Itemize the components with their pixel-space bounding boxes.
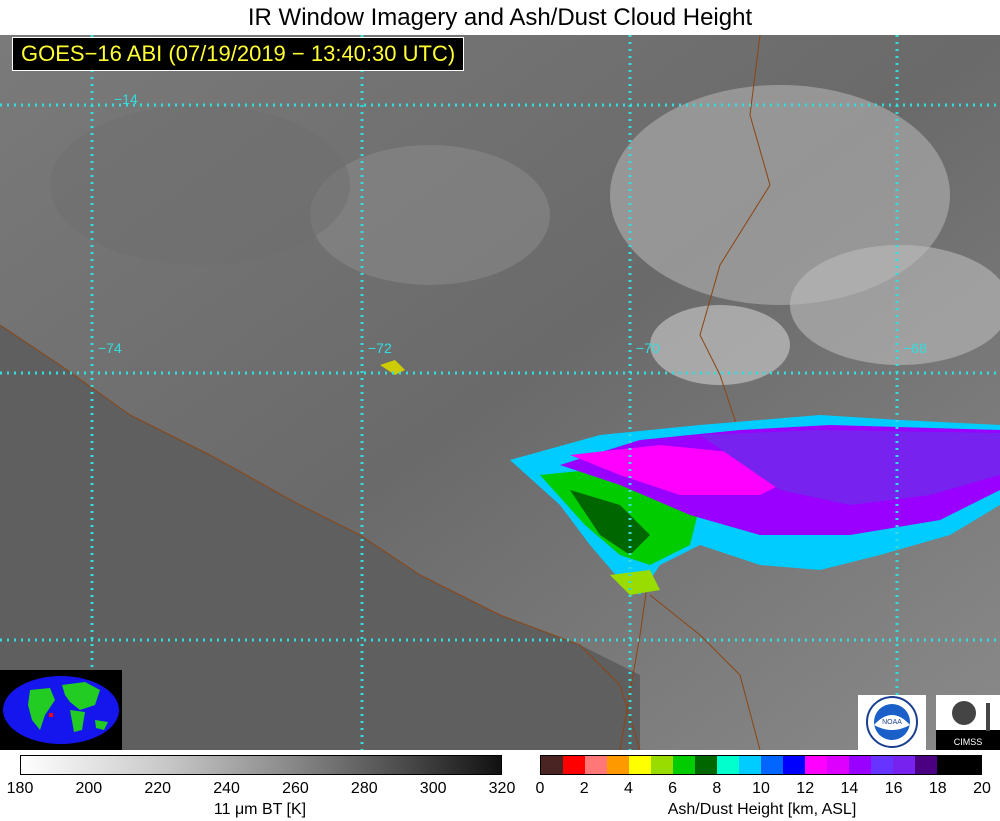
ash-tick-label: 0: [535, 780, 545, 797]
cimss-logo: CIMSS: [936, 695, 1000, 750]
cloud-patch: [50, 105, 350, 265]
ash-colorbar-label: Ash/Dust Height [km, ASL]: [667, 801, 857, 818]
bt-tick-label: 260: [282, 780, 309, 797]
ash-color-segment: [673, 756, 695, 774]
ash-tick-label: 4: [623, 780, 633, 797]
ash-color-segment: [563, 756, 585, 774]
cloud-patch: [650, 305, 790, 385]
ash-color-segment: [585, 756, 607, 774]
ash-tick-label: 18: [928, 780, 947, 797]
bt-colorbar-label: 11 μm BT [K]: [213, 801, 307, 818]
ash-tick-label: 12: [796, 780, 815, 797]
noaa-logo: NOAA: [858, 695, 926, 750]
cloud-patch: [310, 145, 550, 285]
ash-tick-label: 16: [884, 780, 903, 797]
ash-tick-label: 10: [752, 780, 770, 797]
coastline: [0, 324, 641, 750]
ash-color-segment: [849, 756, 871, 774]
border-line: [649, 594, 761, 750]
ash-color-segment: [959, 756, 981, 774]
ash-color-segment: [629, 756, 651, 774]
ash-color-segment: [607, 756, 629, 774]
lon-label: −70: [636, 340, 660, 356]
ash-color-segment: [541, 756, 563, 774]
ash-color-segment: [827, 756, 849, 774]
ocean-region: [0, 325, 640, 750]
svg-text:NOAA: NOAA: [882, 719, 902, 726]
ash-color-segment: [717, 756, 739, 774]
timestamp-label: GOES−16 ABI (07/19/2019 − 13:40:30 UTC): [12, 37, 465, 71]
lat-lon-grid: [0, 35, 1000, 750]
ash-tick-label: 2: [579, 780, 589, 797]
bt-tick-label: 200: [75, 780, 103, 797]
svg-text:CIMSS: CIMSS: [954, 737, 983, 747]
ash-height-colorbar: [540, 755, 982, 775]
ash-color-segment: [805, 756, 827, 774]
lon-label: −74: [98, 340, 122, 356]
satellite-map: [0, 35, 1000, 750]
ash-color-segment: [651, 756, 673, 774]
bt-colorbar: [20, 755, 502, 775]
cloud-patch: [790, 245, 1000, 365]
ash-color-segment: [893, 756, 915, 774]
ash-color-segment: [739, 756, 761, 774]
lon-label: −72: [368, 340, 392, 356]
ash-color-segment: [915, 756, 937, 774]
bt-tick-label: 220: [144, 780, 172, 797]
bt-tick-label: 180: [6, 780, 34, 797]
ash-color-segment: [761, 756, 783, 774]
ash-color-segment: [695, 756, 717, 774]
lon-label: −68: [903, 340, 927, 356]
ash-tick-label: 20: [973, 780, 991, 797]
bt-tick-label: 300: [419, 780, 447, 797]
lat-label: −14: [114, 91, 138, 107]
bt-tick-label: 320: [488, 780, 516, 797]
ash-tick-label: 14: [840, 780, 859, 797]
ash-plume: [380, 360, 1000, 595]
ash-color-segment: [871, 756, 893, 774]
bt-tick-label: 280: [350, 780, 378, 797]
figure-title: IR Window Imagery and Ash/Dust Cloud Hei…: [247, 4, 753, 31]
ash-color-segment: [783, 756, 805, 774]
globe-inset: [0, 670, 122, 750]
bt-tick-label: 240: [213, 780, 240, 797]
ash-tick-label: 6: [668, 780, 678, 797]
ash-tick-label: 8: [712, 780, 722, 797]
ash-color-segment: [937, 756, 959, 774]
